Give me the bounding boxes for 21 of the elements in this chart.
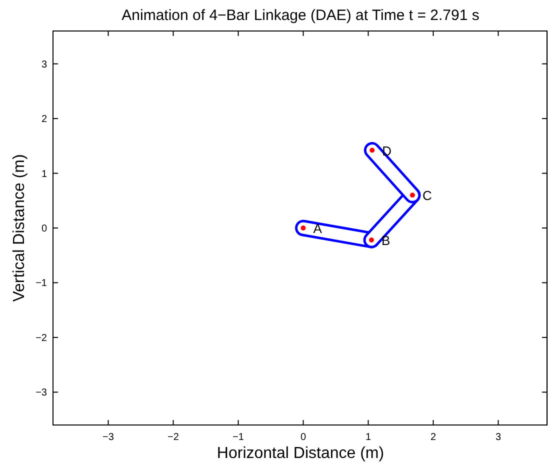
y-tick-label: 2 <box>41 114 48 126</box>
x-tick-label: 0 <box>300 432 306 443</box>
annotation: A <box>313 221 322 236</box>
annotation: D <box>382 143 392 158</box>
annotation: C <box>422 188 432 204</box>
x-tick-label: 1 <box>365 432 372 443</box>
y-tick-label: −2 <box>36 332 48 344</box>
x-tick-label: 3 <box>495 432 502 443</box>
y-axis-title: Vertical Distance (m) <box>11 154 28 302</box>
y-tick-label: 1 <box>41 168 48 180</box>
x-tick-label: −1 <box>232 432 244 443</box>
y-tick-label: 3 <box>41 59 48 70</box>
chart-title: Animation of 4−Bar Linkage (DAE) at Time t = 2.791 s <box>122 7 480 24</box>
y-tick-label: 0 <box>41 224 48 234</box>
x-tick-label: −3 <box>102 432 114 443</box>
y-tick-label: −3 <box>36 388 48 399</box>
x-tick-label: −2 <box>168 432 180 443</box>
y-tick-label: −1 <box>36 278 48 290</box>
x-tick-label: 2 <box>430 432 436 443</box>
x-axis-title: Horizontal Distance (m) <box>216 445 384 462</box>
annotation: B <box>382 233 390 248</box>
